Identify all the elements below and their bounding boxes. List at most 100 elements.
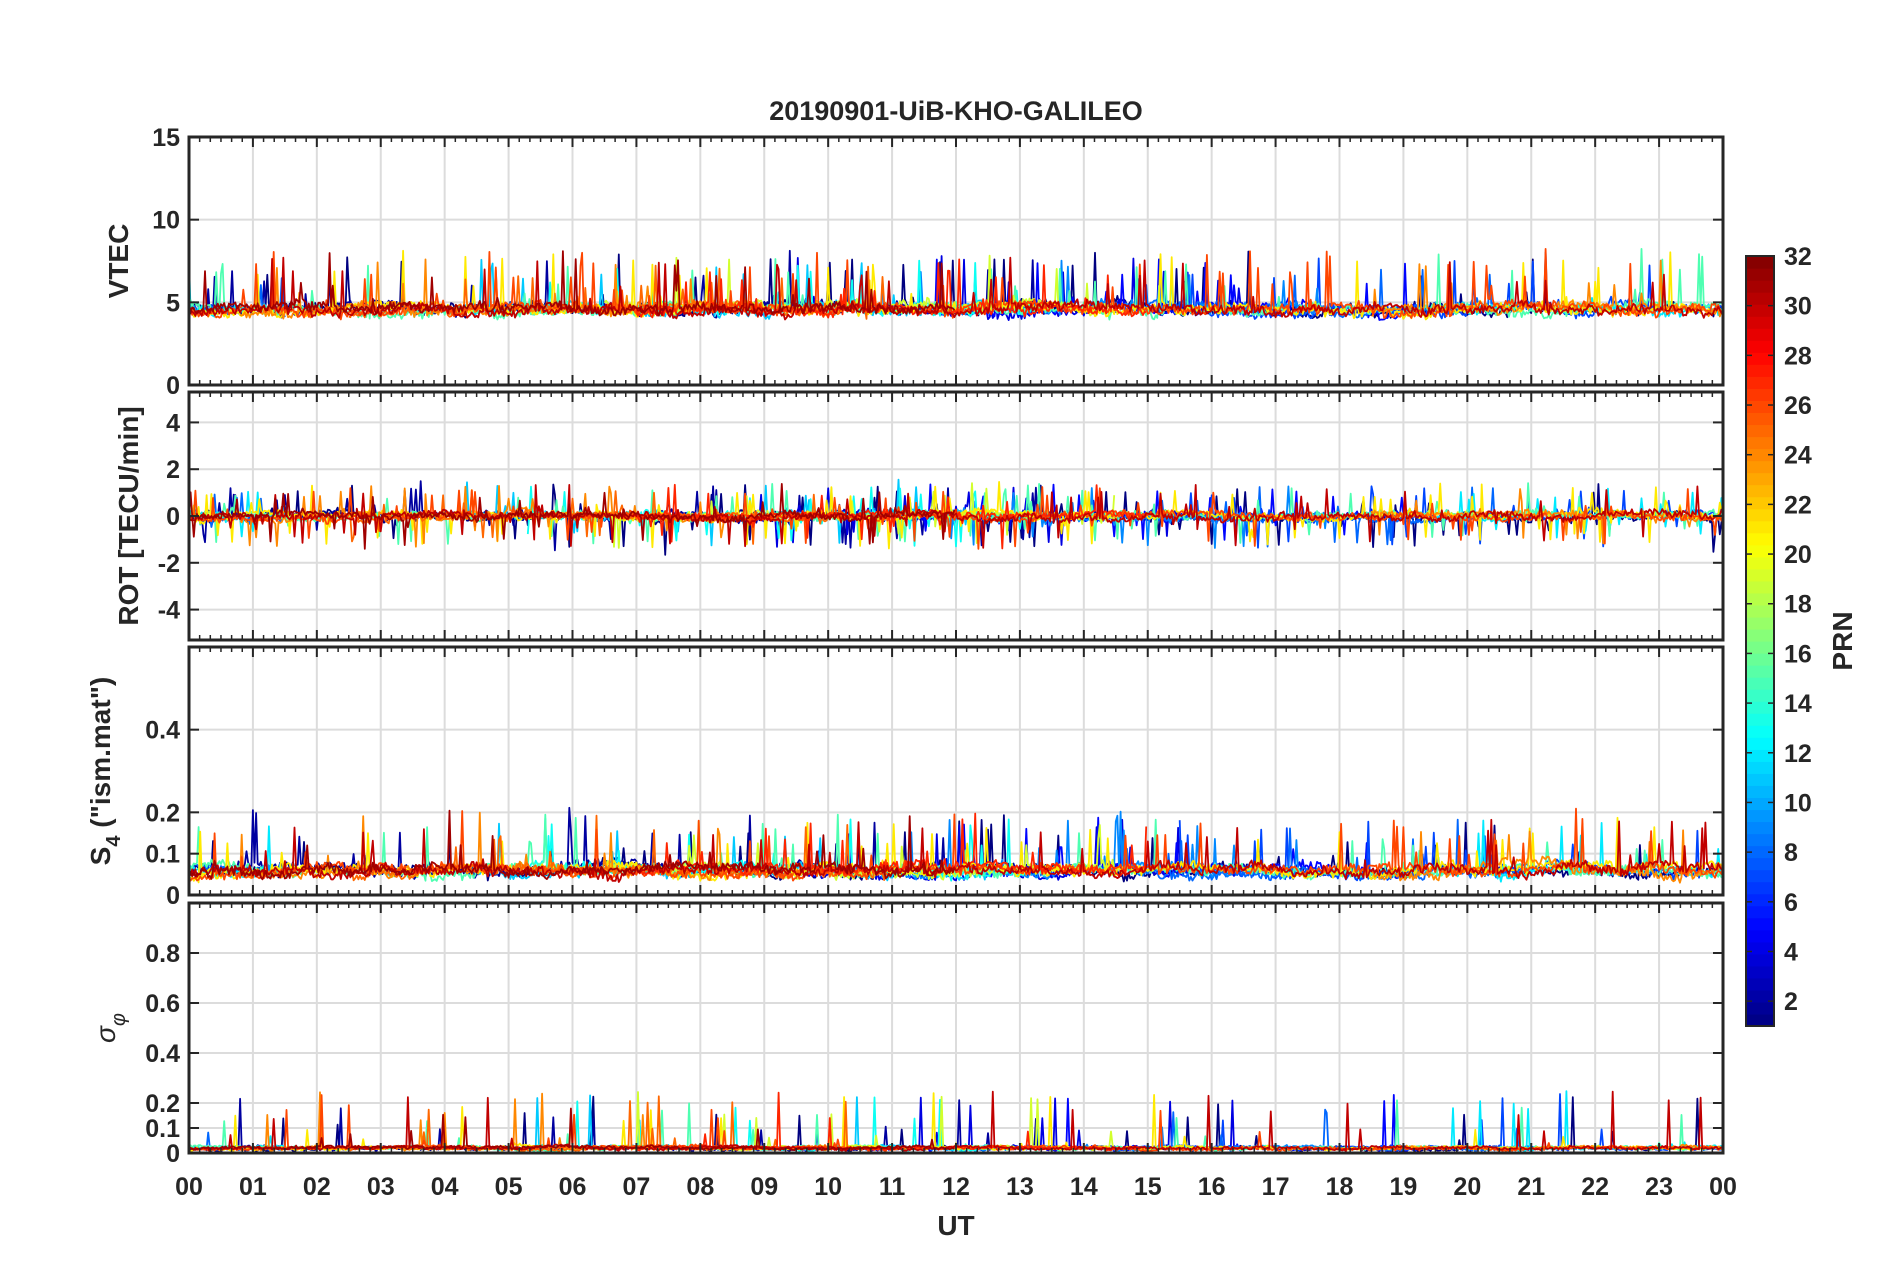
y-tick-label: 2: [166, 456, 180, 484]
colorbar-band: [1746, 544, 1774, 558]
x-tick-label: 14: [1070, 1173, 1098, 1201]
x-tick-label: 06: [559, 1173, 587, 1201]
colorbar-band: [1746, 364, 1774, 377]
colorbar-frame: [1745, 255, 1775, 1027]
panel-vtec: 0 5 10 15 VTEC: [103, 124, 1725, 400]
x-tick-label: 08: [686, 1173, 714, 1201]
x-tick-label: 00: [1709, 1173, 1737, 1201]
colorbar-band: [1746, 472, 1774, 486]
series-prn-30-rot-seg0: [189, 483, 1723, 549]
colorbar-band: [1746, 665, 1774, 678]
colorbar-band: [1746, 761, 1774, 774]
series-prn-27-rot-seg0: [636, 483, 1147, 550]
colorbar-tick-label: 12: [1784, 740, 1812, 768]
colorbar-band: [1746, 388, 1774, 401]
colorbar-tick-label: 22: [1784, 491, 1812, 519]
panel-s4-ylabel: S4 ("ism.mat"): [85, 677, 125, 866]
colorbar-tick-label: 10: [1784, 789, 1812, 817]
x-tick-label: 12: [942, 1173, 970, 1201]
y-tick-label: 0.2: [145, 799, 180, 827]
series-prn-31-rot-seg0: [189, 482, 956, 550]
sigma-ylabel-symbol: σ: [90, 1025, 121, 1043]
x-tick-label: 09: [750, 1173, 778, 1201]
x-tick-labels: 00 01 02 03 04 05 06 07 08 09 10 11 12 13 14 15 16 17 18 19…: [175, 1173, 1737, 1201]
y-tick-label: 0.8: [145, 940, 180, 968]
colorbar-band: [1746, 809, 1774, 823]
x-tick-label: 07: [623, 1173, 651, 1201]
colorbar-band: [1746, 448, 1774, 462]
s4-ylabel-subscript: 4: [103, 835, 125, 847]
colorbar-band: [1746, 580, 1774, 594]
panel-sigma: 00.10.2 0.4 0.6 0.8 σφ: [90, 901, 1725, 1168]
y-tick-label: 15: [152, 124, 180, 152]
y-tick-label: 0: [166, 882, 180, 910]
panel-rot: -4 -2 0 2 4 ROT [TECU/min]: [113, 390, 1725, 642]
x-tick-label: 23: [1645, 1173, 1673, 1201]
colorbar-band: [1746, 953, 1774, 967]
y-tick-label: -4: [158, 597, 180, 625]
colorbar-band: [1746, 256, 1774, 269]
colorbar-band: [1746, 965, 1774, 979]
y-tick-label: 10: [152, 207, 180, 235]
colorbar-band: [1746, 857, 1774, 871]
colorbar-tick-label: 32: [1784, 243, 1812, 271]
panel-rot-ticks: [188, 392, 1724, 640]
colorbar-band: [1746, 568, 1774, 582]
colorbar-tick-label: 26: [1784, 392, 1812, 420]
colorbar-band: [1746, 845, 1774, 859]
colorbar-band: [1746, 677, 1774, 690]
x-tick-label: 18: [1326, 1173, 1354, 1201]
colorbar-band: [1746, 881, 1774, 895]
x-tick-label: 00: [175, 1173, 203, 1201]
colorbar-band: [1746, 304, 1774, 317]
colorbar-band: [1746, 833, 1774, 847]
colorbar-tick-label: 18: [1784, 591, 1812, 619]
colorbar-band: [1746, 773, 1774, 786]
panel-sigma-grid: [189, 903, 1723, 1153]
x-tick-label: 11: [879, 1173, 906, 1201]
colorbar-ticks: [1746, 255, 1774, 1002]
x-tick-label: 17: [1262, 1173, 1290, 1201]
x-axis-label: UT: [937, 1210, 974, 1241]
colorbar-band: [1746, 641, 1774, 654]
colorbar-band: [1746, 1013, 1774, 1027]
colorbar-tick-label: 20: [1784, 541, 1812, 569]
colorbar-band: [1746, 376, 1774, 389]
colorbar-band: [1746, 797, 1774, 811]
colorbar-band: [1746, 460, 1774, 474]
x-tick-label: 05: [495, 1173, 523, 1201]
y-tick-label: 0: [166, 503, 180, 531]
colorbar-band: [1746, 328, 1774, 341]
panel-vtec-series: [189, 247, 1723, 322]
colorbar-band: [1746, 749, 1774, 762]
colorbar-band: [1746, 917, 1774, 931]
colorbar-bands: [1746, 256, 1774, 1027]
colorbar-tick-label: 6: [1784, 889, 1798, 917]
panel-rot-ytick-labels: -4 -2 0 2 4: [158, 409, 180, 624]
panel-vtec-ylabel: VTEC: [103, 224, 134, 299]
series-prn-24-s4-seg1: [1371, 822, 1723, 884]
colorbar-tick-label: 30: [1784, 293, 1812, 321]
colorbar-band: [1746, 268, 1774, 281]
colorbar-band: [1746, 292, 1774, 305]
panel-s4-series: [189, 806, 1723, 884]
colorbar-band: [1746, 989, 1774, 1003]
x-tick-label: 22: [1581, 1173, 1609, 1201]
colorbar-band: [1746, 869, 1774, 883]
y-tick-label: 0.1: [145, 841, 180, 869]
y-tick-label: 0: [166, 1140, 180, 1168]
panel-vtec-grid: [189, 137, 1723, 385]
series-prn-30-vtec-seg0: [189, 256, 1723, 321]
series-prn-15-vtec-seg0: [189, 247, 1723, 321]
panel-vtec-ytick-labels: 0 5 10 15: [152, 124, 180, 400]
y-tick-label: 4: [166, 409, 180, 437]
colorbar-tick-label: 8: [1784, 839, 1798, 867]
y-tick-label: 5: [166, 289, 180, 317]
x-tick-label: 21: [1517, 1173, 1545, 1201]
panel-s4: 0 0.1 0.2 0.4 S4 ("ism.mat"): [85, 645, 1725, 910]
colorbar-band: [1746, 592, 1774, 606]
colorbar-band: [1746, 532, 1774, 546]
colorbar-band: [1746, 701, 1774, 714]
